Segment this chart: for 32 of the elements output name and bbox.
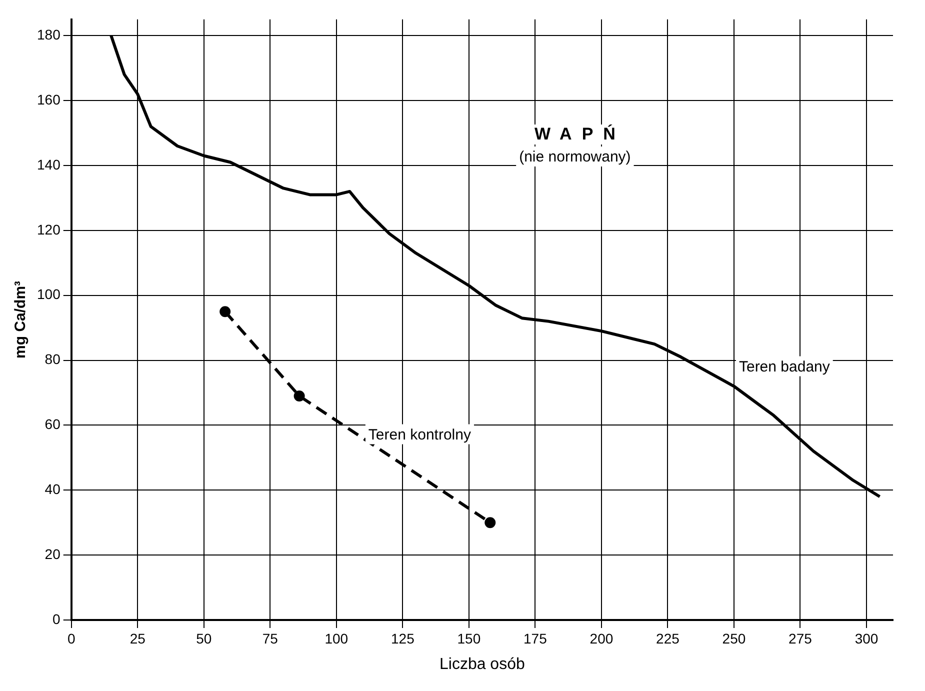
y-tick-label: 160 [37,91,61,108]
x-tick-label: 0 [67,630,76,646]
text: WAPŃ [534,124,626,144]
point [220,306,231,318]
x-tick-label: 175 [524,630,548,646]
y-tick-label: 100 [37,286,61,302]
series-label: Teren kontrolny [368,426,472,444]
x-tick-label: 75 [262,630,278,646]
point [484,517,496,528]
y-tick-label: 80 [44,351,61,368]
point [294,390,305,402]
text: (nie normowany) [519,148,631,166]
x-tick-label: 100 [324,630,348,646]
x-tick-label: 275 [788,630,812,646]
y-tick-label: 180 [37,26,61,42]
x-axis-title: Liczba osób [439,656,525,673]
x-tick-label: 50 [196,630,212,646]
x-tick-label: 225 [656,630,680,646]
x-tick-label: 250 [722,630,746,646]
y-axis-title: mg Ca/dm³ [12,280,30,358]
series-label: Teren badany [738,358,830,376]
x-tick-label: 25 [130,630,146,646]
y-tick-label: 20 [44,546,61,562]
x-tick-label: 125 [390,630,415,646]
x-tick-label: 300 [854,630,878,646]
y-tick-label: 120 [37,221,61,238]
x-tick-label: 200 [590,630,614,646]
y-tick-label: 140 [37,156,61,172]
y-tick-label: 60 [44,416,61,432]
y-tick-label: 0 [52,610,61,627]
x-tick-label: 150 [457,630,481,646]
y-tick-label: 40 [44,481,61,497]
